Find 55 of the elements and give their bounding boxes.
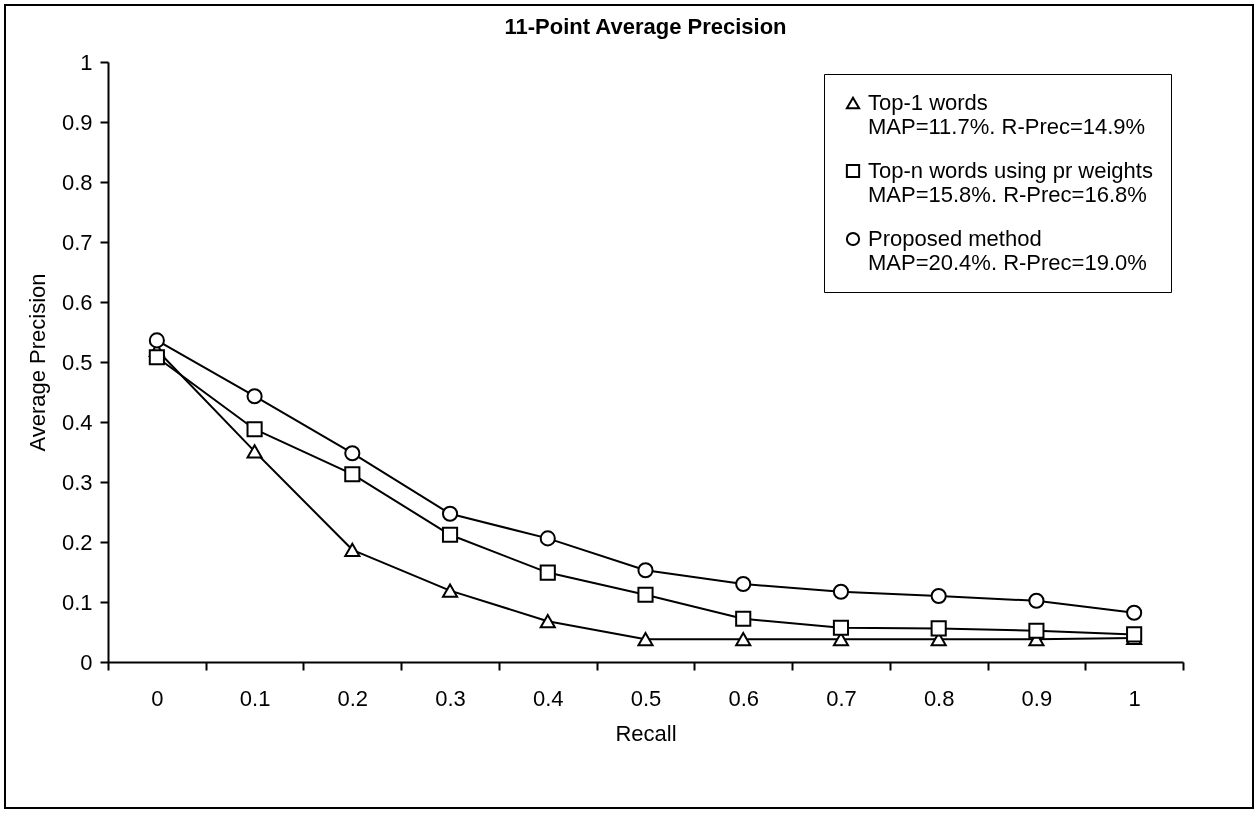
point: [441, 583, 459, 598]
point: [344, 445, 361, 462]
point: [148, 349, 165, 366]
y-tick-label: 0.7: [61, 229, 93, 255]
point: [539, 530, 556, 547]
point: [1028, 592, 1045, 609]
x-tick-label: 0.4: [532, 685, 564, 711]
y-tick-label: 0.1: [61, 589, 93, 615]
point: [344, 542, 361, 557]
y-tick-label: 0.9: [61, 109, 93, 135]
x-tick-label: 0: [151, 685, 164, 711]
x-tick-label: 0.9: [1021, 685, 1053, 711]
point: [539, 614, 556, 629]
x-axis-title: Recall: [615, 720, 677, 746]
point: [441, 526, 459, 543]
y-tick-label: 0.8: [61, 169, 93, 195]
point: [637, 632, 654, 647]
point: [930, 620, 947, 637]
point: [441, 505, 459, 522]
y-tick-label: 0.2: [61, 529, 93, 555]
y-tick-label: 0.3: [61, 469, 93, 495]
y-tick-label: 0: [80, 649, 93, 675]
y-tick-label: 0.4: [61, 409, 93, 435]
point: [735, 610, 752, 627]
point: [344, 466, 361, 483]
x-tick-label: 0.8: [923, 685, 955, 711]
x-tick-label: 0.2: [337, 685, 369, 711]
y-tick-label: 0.5: [61, 349, 93, 375]
point: [246, 421, 263, 438]
point: [832, 619, 850, 636]
y-tick-label: 1: [80, 49, 93, 75]
point: [148, 332, 165, 349]
point: [246, 388, 263, 405]
point: [1126, 604, 1143, 621]
x-tick-label: 0.3: [435, 685, 466, 711]
point: [246, 444, 263, 459]
point: [832, 583, 850, 600]
point: [637, 562, 654, 579]
y-axis-title: Average Precision: [24, 273, 50, 452]
x-tick-label: 0.6: [728, 685, 760, 711]
legend-label: Top-1 words MAP=11.7%. R-Prec=14.9%: [868, 90, 1146, 139]
y-tick-label: 0.6: [61, 289, 93, 315]
point: [539, 564, 556, 581]
point: [637, 586, 654, 603]
x-tick-label: 0.5: [630, 685, 662, 711]
legend-label: Proposed method MAP=20.4%. R-Prec=19.0%: [868, 226, 1147, 275]
chart-title: 11-Point Average Precision: [504, 14, 787, 39]
x-tick-label: 0.1: [239, 685, 271, 711]
point: [735, 632, 752, 647]
legend-label: Top-n words using pr weights MAP=15.8%. R-Prec=16.8%: [868, 158, 1153, 207]
point: [1028, 622, 1045, 639]
point: [735, 575, 752, 593]
x-tick-label: 1: [1128, 685, 1141, 711]
point: [930, 587, 947, 605]
x-tick-label: 0.7: [826, 685, 857, 711]
